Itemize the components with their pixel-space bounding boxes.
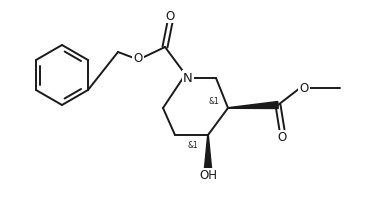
Text: O: O: [166, 9, 175, 22]
Text: OH: OH: [199, 169, 217, 182]
Text: O: O: [277, 130, 287, 143]
Text: N: N: [183, 72, 193, 84]
Text: &1: &1: [208, 97, 219, 106]
Polygon shape: [228, 101, 278, 108]
Text: O: O: [133, 51, 143, 64]
Text: O: O: [299, 81, 309, 95]
Polygon shape: [204, 135, 211, 168]
Text: &1: &1: [188, 141, 199, 150]
